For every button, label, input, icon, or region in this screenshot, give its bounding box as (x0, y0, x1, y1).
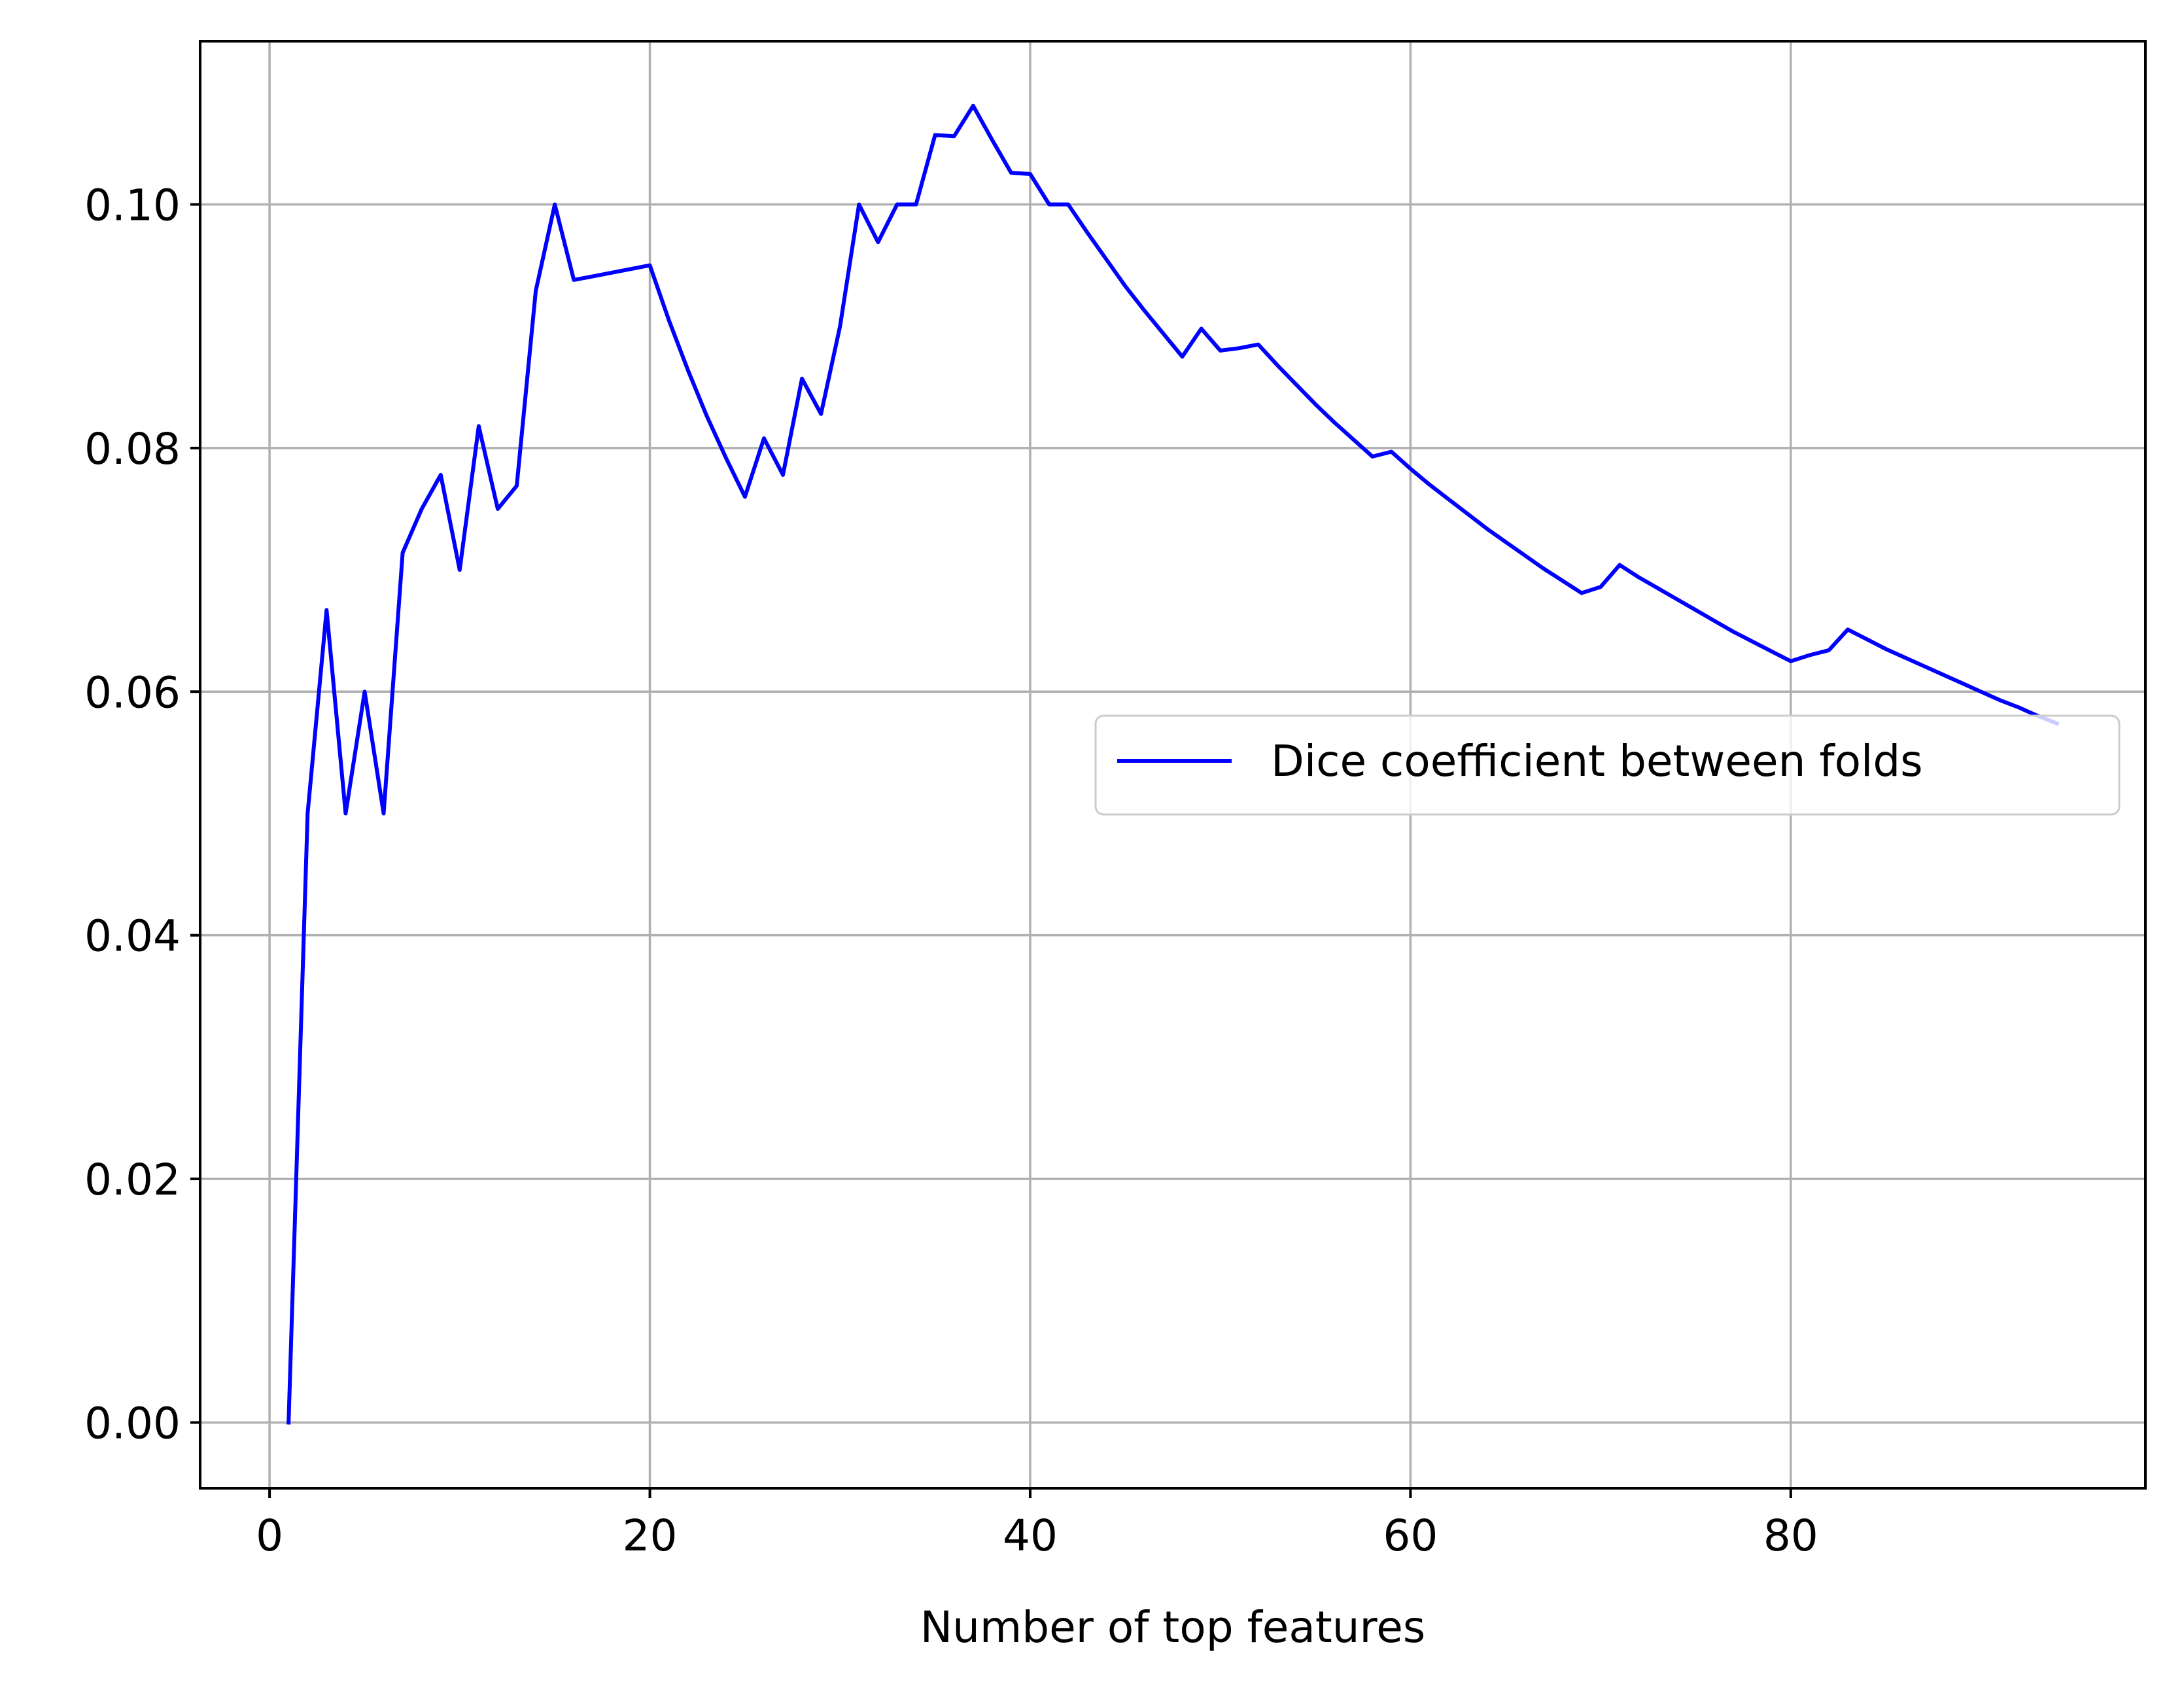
y-tick-label: 0.10 (84, 181, 181, 231)
x-tick-label: 40 (1003, 1511, 1058, 1561)
y-tick-label: 0.06 (84, 667, 181, 718)
series-layer (286, 103, 2060, 1425)
legend-label: Dice coefficient between folds (1271, 736, 1923, 786)
legend-box (1094, 714, 2121, 816)
y-axis: 0.00 0.02 0.04 0.06 0.08 0.10 (84, 181, 200, 1448)
x-axis-label: Number of top features (920, 1602, 1426, 1652)
y-tick-label: 0.04 (84, 911, 181, 962)
x-tick-label: 60 (1383, 1511, 1438, 1561)
x-tick-label: 20 (623, 1511, 678, 1561)
plot-frame (199, 40, 2147, 1490)
y-tick-label: 0.08 (84, 424, 181, 474)
y-tick-label: 0.02 (84, 1155, 181, 1205)
x-axis: 0 20 40 60 80 (256, 1488, 1818, 1561)
x-tick-label: 80 (1763, 1511, 1818, 1561)
y-tick-label: 0.00 (84, 1398, 181, 1448)
legend: Dice coefficient between folds (1094, 714, 2121, 816)
series-line (286, 103, 2060, 1425)
x-tick-label: 0 (256, 1511, 283, 1561)
